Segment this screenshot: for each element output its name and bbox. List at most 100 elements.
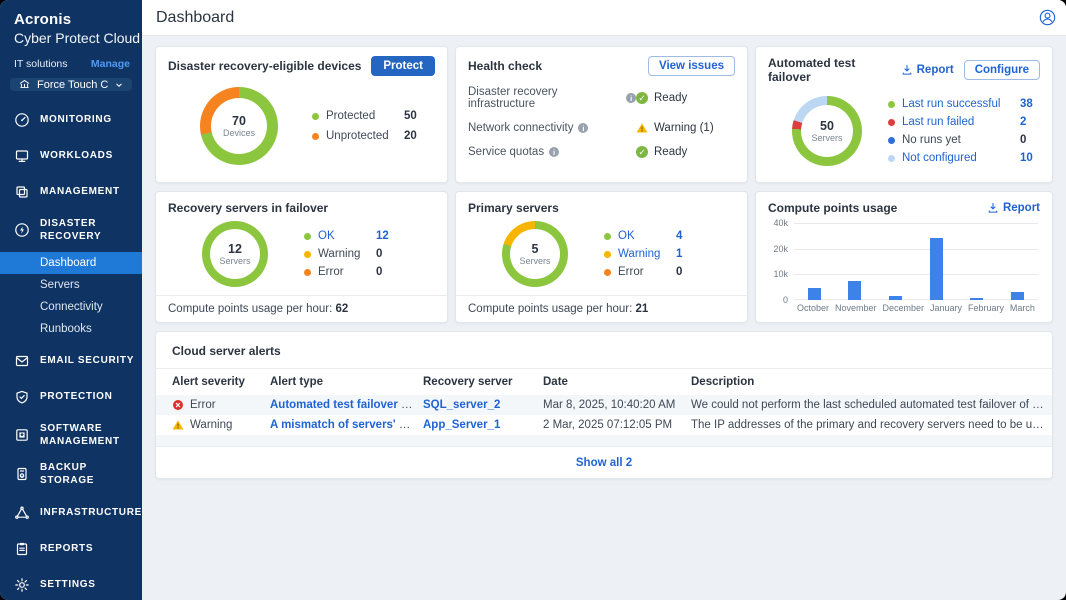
sidebar-subitem-connectivity[interactable]: Connectivity [0,296,142,318]
card-cloud-server-alerts: Cloud server alerts Alert severity Alert… [155,331,1053,479]
bar [970,298,983,300]
sidebar-item-backup-storage[interactable]: BACKUP STORAGE [0,461,142,487]
manage-link[interactable]: Manage [91,58,130,70]
protect-button[interactable]: Protect [371,56,435,76]
blue-dot-icon [888,137,895,144]
top-header: Dashboard [142,0,1066,36]
sidebar-item-protection[interactable]: PROTECTION [0,386,142,407]
tenant-selector[interactable]: Force Touch Cloud [10,78,132,91]
recovery-server-link[interactable]: App_Server_1 [423,419,500,431]
column-header: Recovery server [423,368,543,395]
info-icon[interactable] [578,123,588,133]
lightblue-dot-icon [888,155,895,162]
bar [1011,292,1024,300]
bar [848,281,861,300]
sidebar-item-email-security[interactable]: EMAIL SECURITY [0,350,142,371]
legend-row[interactable]: OK12 [304,230,389,242]
card-title: Automated test failover [768,56,901,84]
alert-description: The IP addresses of the primary and reco… [691,415,1052,435]
configure-button[interactable]: Configure [964,60,1040,80]
error-icon [172,399,184,411]
app-window: Acronis Cyber Protect Cloud IT solutions… [0,0,1066,600]
sidebar-item-label: PROTECTION [40,390,113,403]
green-dot-icon [604,233,611,240]
card-title: Disaster recovery-eligible devices [168,59,361,73]
yellow-dot-icon [604,251,611,258]
info-icon[interactable] [549,147,559,157]
sidebar-subitem-runbooks[interactable]: Runbooks [0,318,142,340]
alerts-table: Alert severity Alert type Recovery serve… [156,368,1052,435]
primary-legend: OK4 Warning1 Error0 [604,230,682,278]
report-link[interactable]: Report [901,64,954,76]
green-dot-icon [304,233,311,240]
devices-donut-chart: 70 Devices [200,87,278,165]
view-issues-button[interactable]: View issues [648,56,735,76]
orange-dot-icon [304,269,311,276]
yellow-dot-icon [304,251,311,258]
warning-triangle-icon [172,419,184,431]
legend-row: Warning0 [304,248,389,260]
legend-row[interactable]: Warning1 [604,248,682,260]
sidebar-item-label: MANAGEMENT [40,185,120,198]
bar [930,238,943,300]
sidebar-subitem-servers[interactable]: Servers [0,274,142,296]
account-icon[interactable] [1039,9,1056,26]
lightning-icon [14,222,30,238]
sidebar-item-settings[interactable]: SETTINGS [0,574,142,595]
sidebar-nav: MONITORING WORKLOADS MANAGEMENT DISASTER… [0,109,142,600]
sidebar-item-label: SOFTWARE MANAGEMENT [40,422,114,448]
legend-row[interactable]: Not configured10 [888,152,1033,164]
legend-row: Unprotected20 [312,130,417,142]
warning-triangle-icon [636,122,648,134]
card-health-check: Health check View issues Disaster recove… [455,46,748,183]
gauge-icon [14,112,30,128]
envelope-icon [14,353,30,369]
sidebar-item-infrastructure[interactable]: INFRASTRUCTURE [0,502,142,523]
sidebar-item-monitoring[interactable]: MONITORING [0,109,142,130]
recovery-donut-chart: 12 Servers [202,221,268,287]
alert-date: 2 Mar, 2025 07:12:05 PM [543,415,691,435]
sidebar-subitem-dashboard[interactable]: Dashboard [0,252,142,274]
storage-drive-icon [14,466,30,482]
sidebar-item-label: WORKLOADS [40,149,113,162]
alert-type-link[interactable]: Automated test failover failed [270,399,423,411]
x-axis-label: February [968,303,1004,313]
alert-type-link[interactable]: A mismatch of servers' network... [270,419,423,431]
sidebar-item-label: DISASTER RECOVERY [40,217,142,243]
sidebar-item-workloads[interactable]: WORKLOADS [0,145,142,166]
info-icon[interactable] [626,93,636,103]
legend-row[interactable]: Last run failed2 [888,116,1033,128]
x-axis-label: October [797,303,829,313]
sidebar-item-disaster-recovery[interactable]: DISASTER RECOVERY [0,217,142,243]
sidebar-item-reports[interactable]: REPORTS [0,538,142,559]
sidebar-item-software-management[interactable]: SOFTWARE MANAGEMENT [0,422,142,448]
bar [808,288,821,300]
brand-product: Cyber Protect Cloud [14,29,142,48]
donut-center-label: Servers [219,256,250,266]
recovery-server-link[interactable]: SQL_server_2 [423,399,500,411]
report-link[interactable]: Report [987,202,1040,214]
donut-center-value: 50 [820,120,834,133]
gear-icon [14,577,30,593]
x-axis-label: November [835,303,877,313]
download-icon [987,202,999,214]
red-dot-icon [888,119,895,126]
compute-points-footer: Compute points usage per hour: 21 [456,295,747,322]
donut-center-value: 12 [228,243,242,256]
green-dot-icon [888,101,895,108]
column-header: Description [691,368,1052,395]
show-all-link[interactable]: Show all 2 [576,457,632,469]
card-title: Recovery servers in failover [168,201,328,215]
compute-points-footer: Compute points usage per hour: 62 [156,295,447,322]
orange-dot-icon [604,269,611,276]
donut-center-value: 70 [232,115,246,128]
sidebar-item-management[interactable]: MANAGEMENT [0,181,142,202]
table-row: Warning A mismatch of servers' network..… [156,415,1052,435]
green-dot-icon [312,113,319,120]
ready-check-icon [636,146,648,158]
brand-name: Acronis [14,10,142,29]
donut-center-label: Servers [811,133,842,143]
legend-row[interactable]: Last run successful38 [888,98,1033,110]
disaster-recovery-subnav: Dashboard Servers Connectivity Runbooks [0,252,142,340]
legend-row[interactable]: OK4 [604,230,682,242]
